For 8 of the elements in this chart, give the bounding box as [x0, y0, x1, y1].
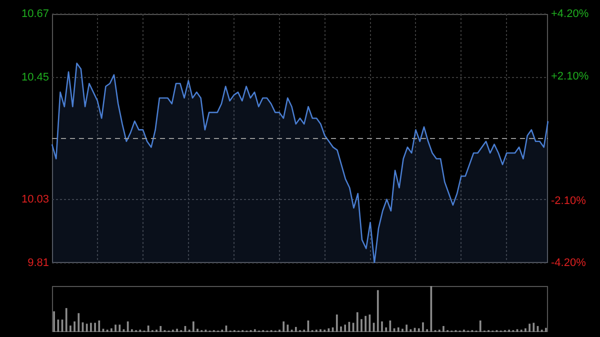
- y2-tick-label: -2.10%: [551, 194, 586, 207]
- y2-tick-label: -4.20%: [551, 257, 586, 270]
- y-tick-label: 10.67: [21, 8, 49, 20]
- y-tick-label: 10.03: [21, 193, 49, 206]
- y-tick-label: 9.81: [28, 257, 49, 270]
- y2-tick-label: +4.20%: [551, 8, 589, 20]
- y2-tick-label: +2.10%: [551, 70, 589, 82]
- y-tick-label: 10.45: [21, 72, 49, 84]
